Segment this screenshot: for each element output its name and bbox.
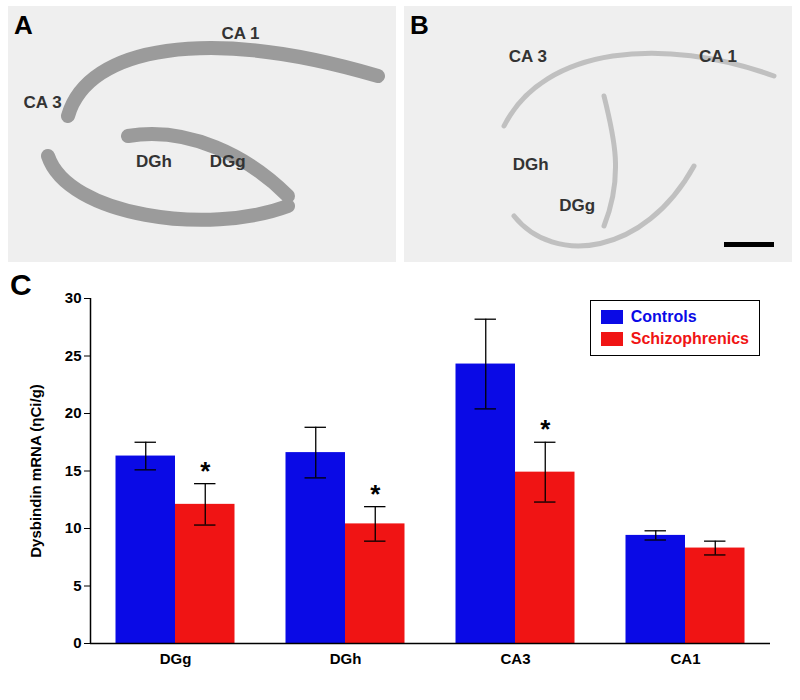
svg-text:DGh: DGh: [513, 155, 549, 174]
svg-text:0: 0: [73, 634, 81, 651]
svg-text:5: 5: [73, 577, 81, 594]
svg-text:15: 15: [65, 462, 82, 479]
svg-text:DGh: DGh: [330, 650, 362, 667]
svg-text:10: 10: [65, 519, 82, 536]
html-text:Controls: Controls: [630, 308, 697, 325]
svg-text:DGg: DGg: [210, 152, 246, 171]
svg-text:Dysbindin mRNA (ηCi/g): Dysbindin mRNA (ηCi/g): [27, 384, 44, 558]
svg-text:CA 1: CA 1: [221, 24, 259, 43]
svg-text:*: *: [200, 456, 211, 486]
svg-text:*: *: [540, 414, 551, 444]
svg-text:CA1: CA1: [670, 650, 700, 667]
svg-text:CA 3: CA 3: [509, 47, 547, 66]
svg-text:CA 3: CA 3: [24, 93, 62, 112]
svg-text:B: B: [410, 10, 429, 40]
svg-text:*: *: [370, 479, 381, 509]
svg-text:DGg: DGg: [160, 650, 192, 667]
svg-text:CA 1: CA 1: [699, 47, 737, 66]
html-text:C: C: [10, 268, 32, 301]
svg-text:A: A: [14, 10, 33, 40]
html-text:Schizophrenics: Schizophrenics: [630, 330, 749, 347]
svg-text:CA3: CA3: [500, 650, 530, 667]
svg-text:30: 30: [65, 289, 82, 306]
svg-text:DGg: DGg: [559, 196, 595, 215]
svg-text:25: 25: [65, 347, 82, 364]
svg-text:20: 20: [65, 404, 82, 421]
svg-text:DGh: DGh: [136, 152, 172, 171]
